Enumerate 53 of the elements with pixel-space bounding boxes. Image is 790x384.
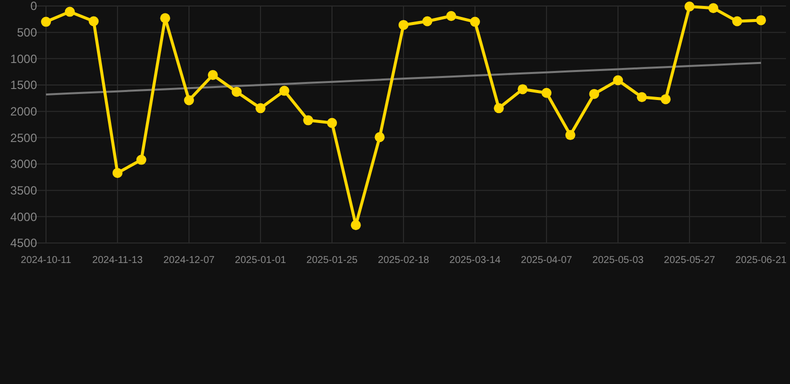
x-tick-label: 2024-11-13 xyxy=(92,255,144,266)
y-tick-label: 1000 xyxy=(10,52,38,66)
point xyxy=(398,20,408,30)
point xyxy=(589,88,600,99)
point xyxy=(446,11,456,22)
y-tick-label: 2500 xyxy=(10,130,38,145)
point xyxy=(565,130,576,140)
x-tick-label: 2025-01-01 xyxy=(234,255,287,266)
point xyxy=(374,132,385,142)
x-tick-label: 2025-03-14 xyxy=(449,255,502,266)
point xyxy=(327,118,337,128)
point xyxy=(708,3,718,14)
x-tick-label: 2025-05-03 xyxy=(592,255,644,266)
point xyxy=(350,220,361,230)
point xyxy=(660,94,671,104)
x-tick-label: 2024-10-11 xyxy=(20,255,72,266)
point xyxy=(542,88,552,98)
x-tick-label: 2025-04-07 xyxy=(520,255,573,266)
y-tick-label: 3500 xyxy=(10,184,38,198)
point xyxy=(41,16,51,27)
x-tick-label: 2025-05-27 xyxy=(664,255,716,266)
point xyxy=(518,84,528,94)
point xyxy=(136,154,146,165)
point xyxy=(256,103,266,114)
y-tick-label: 4000 xyxy=(10,210,38,224)
point xyxy=(684,2,694,12)
point xyxy=(279,86,290,96)
x-tick-label: 2025-06-21 xyxy=(735,255,788,266)
point xyxy=(422,16,432,26)
x-tick-label: 2025-02-18 xyxy=(378,255,430,266)
y-tick-label: 500 xyxy=(16,26,38,40)
point xyxy=(64,6,75,17)
y-tick-label: 4500 xyxy=(10,236,38,250)
point xyxy=(160,13,170,24)
point xyxy=(184,95,194,106)
point xyxy=(112,168,122,178)
point xyxy=(613,75,623,86)
point xyxy=(756,15,766,26)
point xyxy=(636,92,647,102)
point xyxy=(470,16,480,27)
x-tick-label: 2025-01-25 xyxy=(306,255,358,266)
x-tick-label: 2024-12-07 xyxy=(163,255,216,266)
y-tick-label: 1500 xyxy=(10,78,38,92)
point xyxy=(208,70,218,80)
point xyxy=(303,115,314,126)
point xyxy=(232,86,242,97)
y-tick-label: 3000 xyxy=(10,157,38,172)
point xyxy=(494,103,504,114)
point xyxy=(732,16,742,26)
line-series xyxy=(45,62,762,96)
y-tick-label: 2000 xyxy=(10,104,38,119)
y-tick-label: 0 xyxy=(30,0,38,14)
point xyxy=(88,16,99,26)
